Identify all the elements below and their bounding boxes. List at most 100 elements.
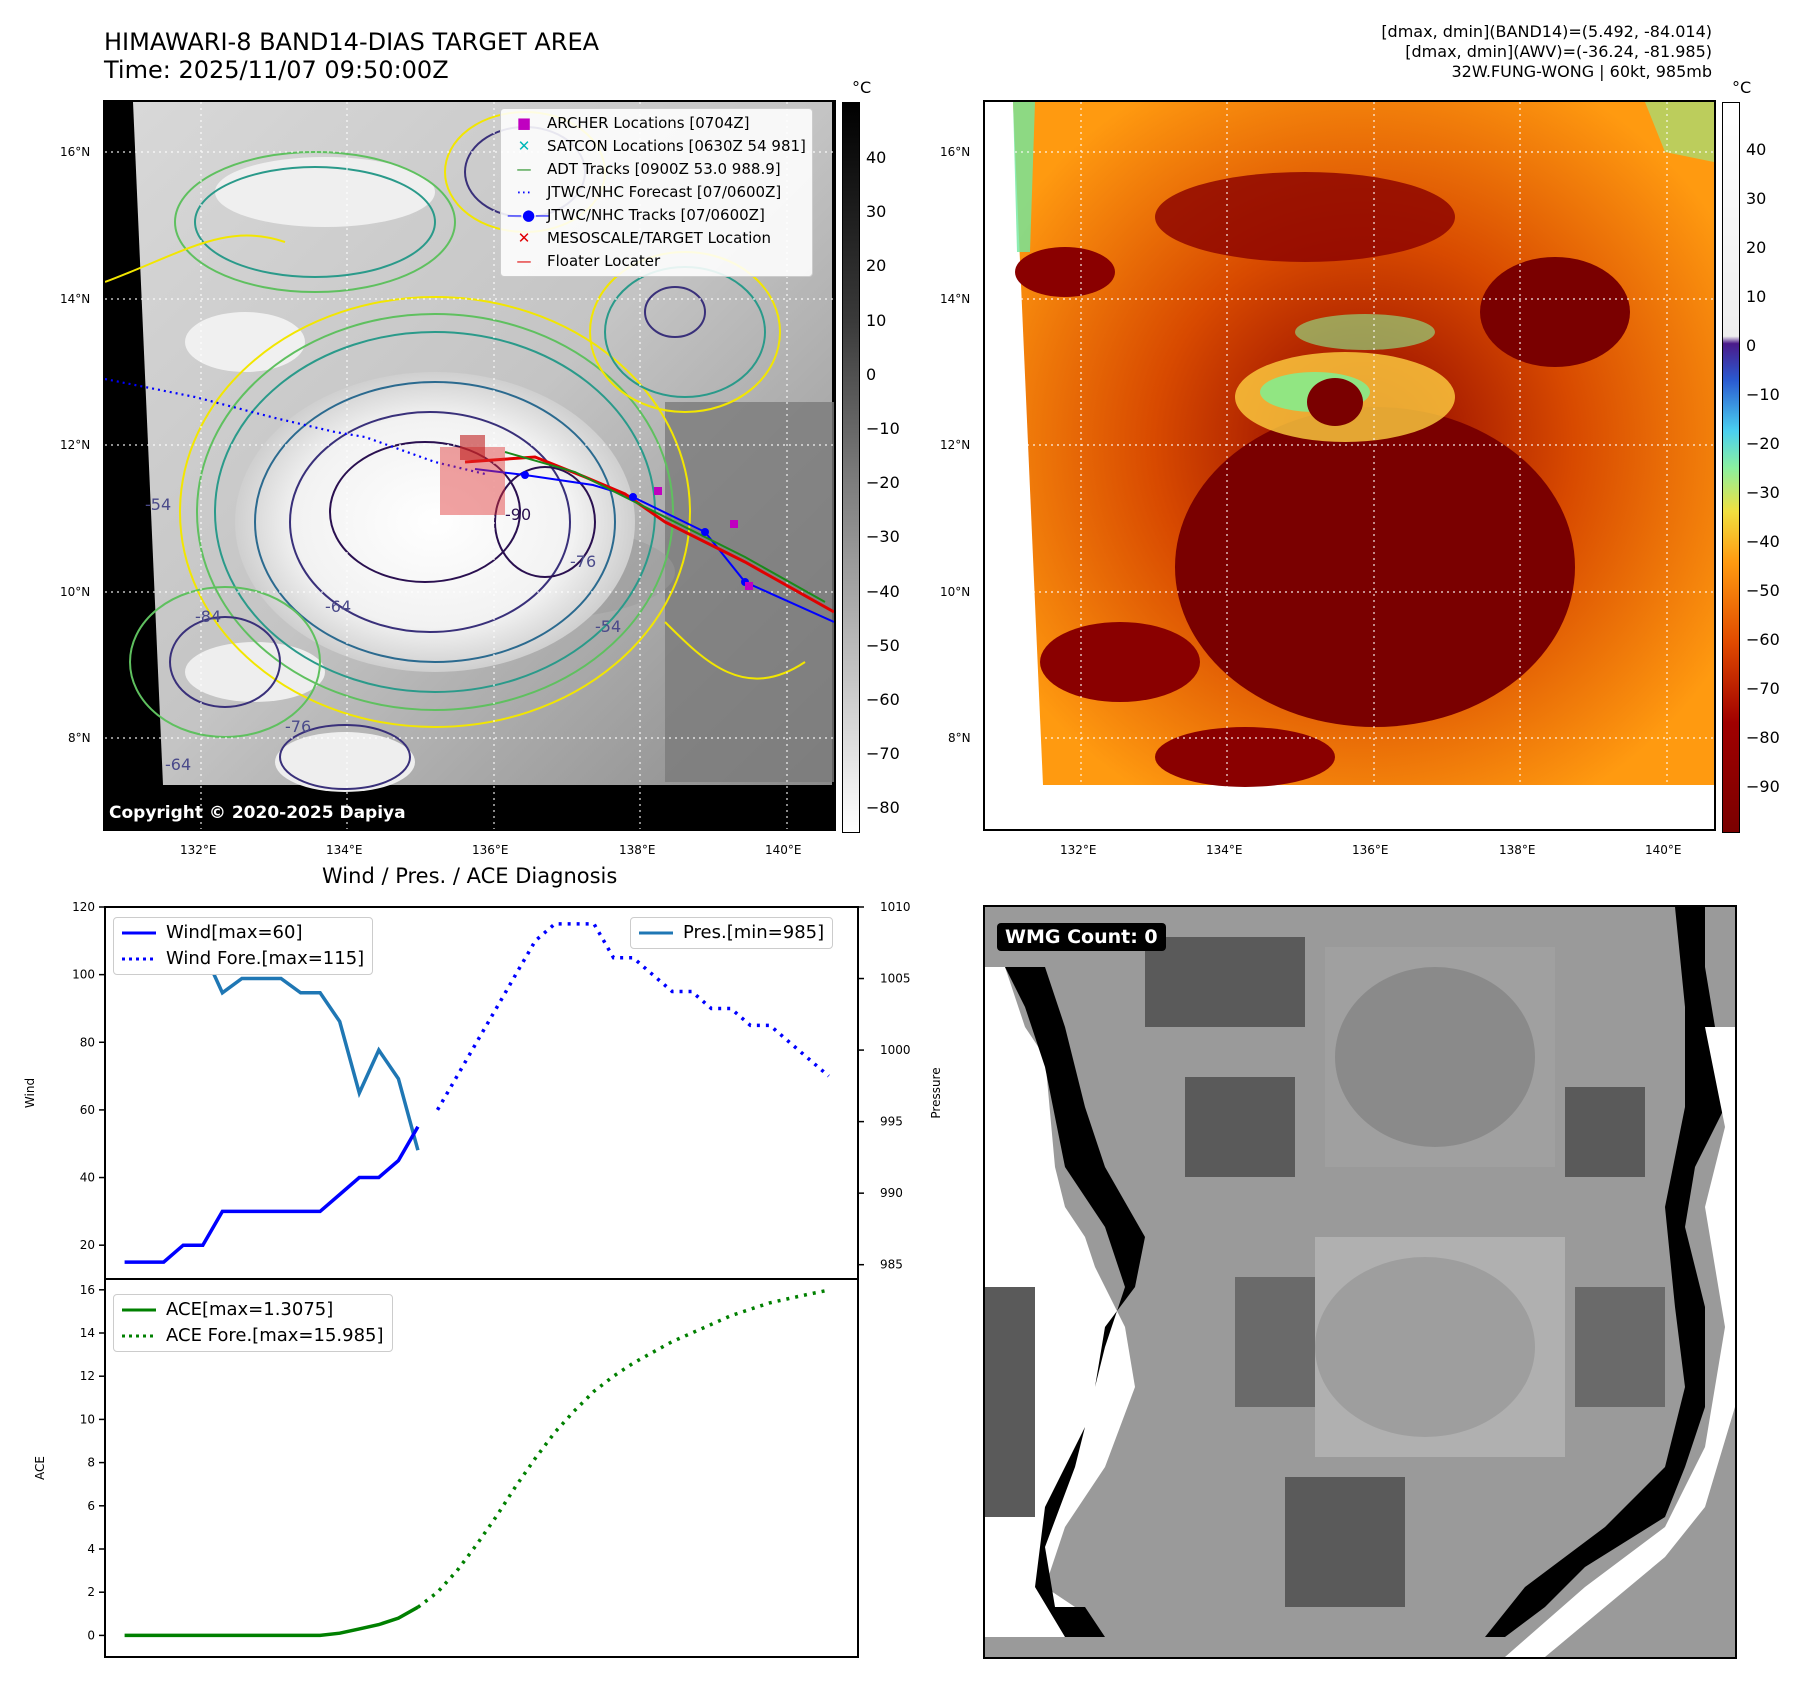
legend-jtwc-tracks: —●— JTWC/NHC Tracks [07/0600Z] [507, 204, 806, 227]
map-legend: ■ ARCHER Locations [0704Z] ✕ SATCON Locati… [500, 108, 813, 277]
y-tick-label: 16 [80, 1283, 95, 1297]
colorbar-tick-label: −20 [1746, 434, 1780, 453]
wmg-panel: WMG Count: 0 [983, 905, 1737, 1659]
contour-label: -76 [285, 717, 311, 736]
colorbar-tick-label: 20 [1746, 238, 1767, 257]
legend-floater: — Floater Locater [507, 250, 806, 273]
lat-label: 8°N [68, 731, 91, 745]
x-marker-icon: ✕ [517, 137, 531, 155]
lat-label: 10°N [60, 585, 91, 599]
lon-label: 140°E [765, 843, 802, 857]
lon-label: 136°E [1352, 843, 1389, 857]
colorbar-tick-label: −10 [866, 419, 900, 438]
legend-satcon: ✕ SATCON Locations [0630Z 54 981] [507, 135, 806, 158]
colorbar-tick-label: 10 [866, 310, 887, 330]
y-tick-label: 20 [80, 1238, 95, 1252]
y-tick-label: 8 [87, 1456, 95, 1470]
line-marker-icon: — [516, 252, 532, 270]
figure-title: HIMAWARI-8 BAND14-DIAS TARGET AREA [104, 28, 600, 56]
colorbar-tick-label: −50 [866, 635, 900, 655]
legend-jtwc-forecast: ⋯ JTWC/NHC Forecast [07/0600Z] [507, 181, 806, 204]
colorbar-tick-label: −10 [1746, 385, 1780, 404]
dot-line-icon: —●— [507, 206, 551, 224]
diagnosis-chart: 1201008060402010101005100099599098516141… [23, 900, 943, 1658]
colorbar-tick-label: −80 [1746, 728, 1780, 747]
line-marker-icon: — [516, 160, 532, 178]
lon-label: 134°E [326, 843, 363, 857]
solid-line-icon [639, 931, 673, 935]
colorbar-tick-label: 0 [866, 364, 877, 384]
lat-label: 12°N [60, 438, 91, 452]
colorbar-unit: °C [852, 78, 872, 97]
y-tick-label: 1005 [880, 972, 911, 986]
info-awv: [dmax, dmin](AWV)=(-36.24, -81.985) [1405, 42, 1712, 61]
colorbar-tick-label: 20 [866, 256, 887, 276]
y-tick-label: 100 [72, 968, 95, 982]
contour-label: -64 [325, 597, 351, 616]
contour-label: -54 [145, 495, 171, 514]
lat-label: 12°N [940, 438, 971, 452]
awv-map-image [985, 102, 1714, 829]
dotted-line-icon: ⋯ [516, 183, 532, 201]
contour-label: -64 [165, 755, 191, 774]
wind-line [124, 1125, 420, 1264]
contour-label: -54 [595, 617, 621, 636]
contour-label: -84 [195, 607, 221, 626]
x-marker-icon: ✕ [517, 229, 531, 247]
ir-map-panel: -54 -64 -90 -76 -84 -54 -64 -76 Copyrigh… [103, 100, 836, 831]
colorbar-tick-label: 30 [866, 202, 887, 222]
wind-forecast-line [435, 922, 830, 1111]
awv-map-panel [983, 100, 1716, 831]
colorbar-tick-label: −40 [866, 581, 900, 601]
y-tick-label: 0 [87, 1628, 95, 1642]
y-tick-label: 995 [880, 1115, 903, 1129]
lon-label: 138°E [1499, 843, 1536, 857]
ace-axes-frame [104, 1278, 859, 1658]
lon-label: 140°E [1645, 843, 1682, 857]
pressure-axis-label: Pressure [929, 1067, 943, 1118]
ace-axis-label: ACE [33, 1456, 47, 1480]
y-tick-label: 990 [880, 1186, 903, 1200]
colorbar-tick-label: −40 [1746, 532, 1780, 551]
colorbar-tick-label: −70 [866, 744, 900, 764]
colorbar-tick-label: −90 [1746, 777, 1780, 796]
lon-label: 138°E [619, 843, 656, 857]
contour-label: -90 [505, 505, 531, 524]
lat-label: 16°N [940, 145, 971, 159]
ace-forecast-line [416, 1288, 830, 1609]
y-tick-label: 12 [80, 1369, 95, 1383]
ace-line [124, 1605, 419, 1638]
colorbar-tick-label: 40 [1746, 140, 1767, 159]
ace-legend: ACE[max=1.3075] ACE Fore.[max=15.985] [113, 1294, 393, 1352]
lat-label: 14°N [60, 292, 91, 306]
y-tick-label: 2 [87, 1585, 95, 1599]
colorbar-tick-label: −20 [866, 473, 900, 493]
y-tick-label: 10 [80, 1412, 95, 1426]
legend-archer: ■ ARCHER Locations [0704Z] [507, 112, 806, 135]
y-tick-label: 14 [80, 1326, 95, 1340]
colorbar-tick-label: 0 [1746, 336, 1757, 355]
colorbar-tick-label: −30 [866, 527, 900, 547]
solid-line-icon [122, 931, 156, 935]
wind-legend: Wind[max=60] Wind Fore.[max=115] [113, 917, 374, 975]
colorbar-tick-label: −70 [1746, 679, 1780, 698]
info-storm: 32W.FUNG-WONG | 60kt, 985mb [1451, 62, 1712, 81]
info-band14: [dmax, dmin](BAND14)=(5.492, -84.014) [1381, 22, 1712, 41]
wind-axis-label: Wind [23, 1078, 37, 1108]
colorbar-tick-label: 10 [1746, 287, 1767, 306]
colorbar-tick-label: 30 [1746, 189, 1767, 208]
y-tick-label: 60 [80, 1103, 95, 1117]
lon-label: 134°E [1206, 843, 1243, 857]
colorbar-tick-label: −80 [866, 798, 900, 818]
legend-mesoscale: ✕ MESOSCALE/TARGET Location [507, 227, 806, 250]
lat-label: 16°N [60, 145, 91, 159]
dotted-line-icon [122, 957, 156, 961]
colorbar-tick-label: −30 [1746, 483, 1780, 502]
square-marker-icon: ■ [516, 114, 532, 132]
solid-line-icon [122, 1308, 156, 1312]
y-tick-label: 1010 [880, 900, 911, 914]
colorbar-tick-label: −60 [1746, 630, 1780, 649]
pressure-legend: Pres.[min=985] [630, 917, 834, 949]
legend-adt: — ADT Tracks [0900Z 53.0 988.9] [507, 158, 806, 181]
awv-colorbar [1722, 102, 1740, 833]
